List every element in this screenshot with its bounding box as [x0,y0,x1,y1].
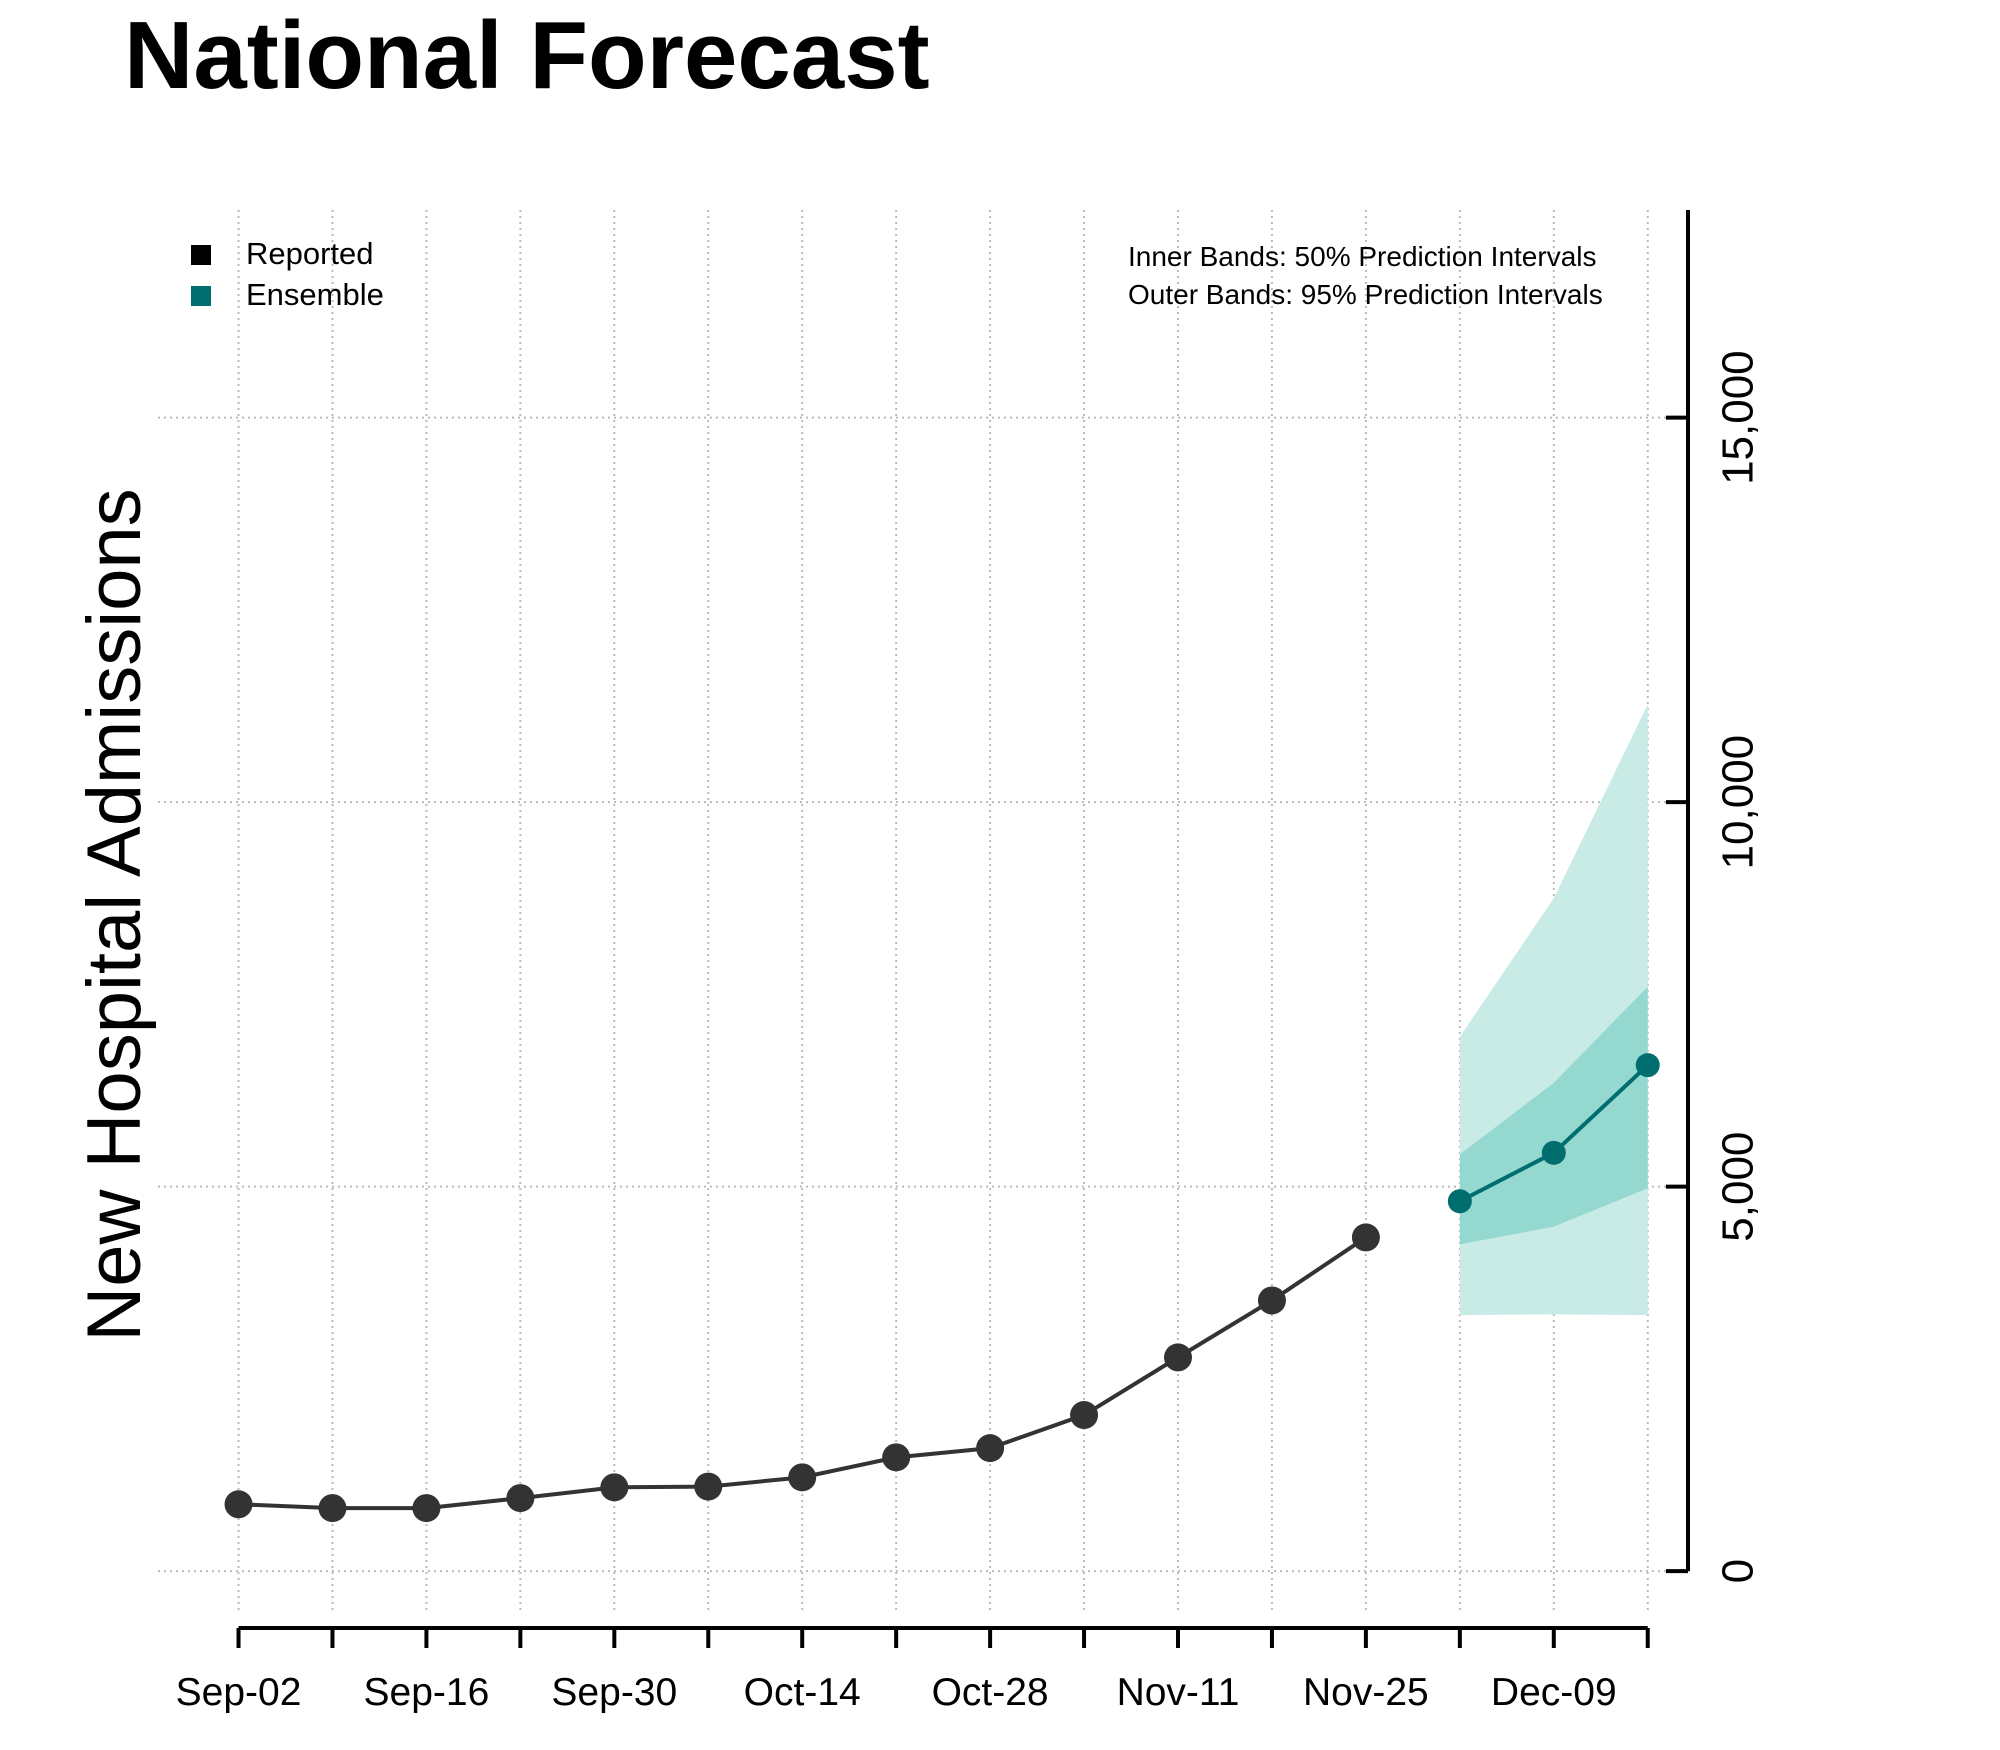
y-tick-label: 10,000 [1714,735,1763,870]
x-tick-label: Nov-11 [1117,1671,1240,1714]
chart-title: National Forecast [124,2,930,109]
inner-band-50 [1459,986,1648,1245]
band-note-outer: Outer Bands: 95% Prediction Intervals [1128,279,1603,310]
ensemble-point [1541,1140,1566,1165]
legend-label-ensemble: Ensemble [246,277,384,312]
x-tick-label: Sep-02 [176,1671,302,1714]
legend-label-reported: Reported [246,236,374,271]
ensemble-point [1635,1053,1660,1078]
y-axis: 0 5,000 10,000 15,000 [1666,210,1763,1583]
reported-point [1070,1401,1099,1430]
reported-point [882,1443,911,1472]
reported-point [694,1472,723,1501]
reported-point [1164,1343,1192,1372]
x-tick-label: Oct-14 [744,1671,861,1714]
x-tick-label: Dec-09 [1491,1671,1617,1714]
reported-point [600,1473,629,1502]
reported-point [1351,1223,1380,1252]
reported-point [1257,1286,1286,1315]
x-tick-label: Nov-25 [1303,1671,1429,1714]
band-notes: Inner Bands: 50% Prediction Intervals Ou… [1128,241,1603,310]
grid-lines [158,210,1668,1610]
y-tick-label: 5,000 [1714,1132,1763,1242]
legend-swatch-ensemble [191,286,211,306]
legend-swatch-reported [191,245,211,265]
x-tick-label: Sep-30 [551,1671,677,1714]
y-tick-label: 15,000 [1714,350,1763,485]
reported-point [318,1494,347,1523]
legend: Reported Ensemble [191,236,384,312]
x-axis: Sep-02 Sep-16 Sep-30 Oct-14 Oct-28 Nov-11 Nov-… [176,1626,1650,1714]
reported-point [412,1494,441,1523]
plot-area [158,210,1668,1610]
reported-point [788,1463,817,1492]
ensemble-point [1447,1189,1472,1214]
reported-point [976,1434,1005,1463]
x-tick-label: Oct-28 [932,1671,1049,1714]
y-tick-label: 0 [1714,1559,1763,1583]
data-series [224,1053,1660,1523]
reported-point [224,1490,253,1519]
prediction-bands [1459,704,1648,1316]
reported-point [506,1484,535,1513]
band-note-inner: Inner Bands: 50% Prediction Intervals [1128,241,1596,272]
y-axis-label: New Hospital Admissions [72,488,157,1341]
x-tick-label: Sep-16 [364,1671,490,1714]
